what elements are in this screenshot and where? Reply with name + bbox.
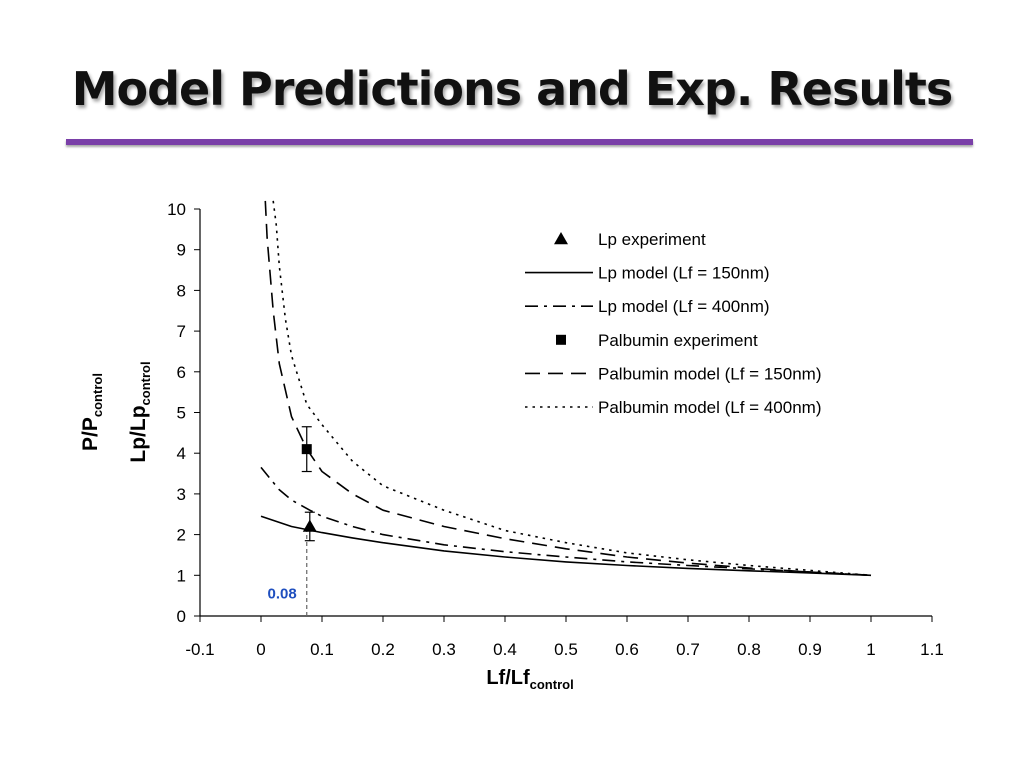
y-tick-label: 0 <box>177 607 186 626</box>
y-axis-title-2: Lp/Lpcontrol <box>127 361 153 463</box>
legend-label-1: Lp experiment <box>598 230 706 249</box>
x-tick-label: 0.2 <box>371 640 395 659</box>
series-line-3 <box>260 466 872 577</box>
legend-label-3: Lp model (Lf = 400nm) <box>598 297 770 316</box>
x-tick-label: 0.9 <box>798 640 822 659</box>
x-tick-label: 0.1 <box>310 640 334 659</box>
legend-label-6: Palbumin model (Lf = 400nm) <box>598 398 821 417</box>
annotation-label: 0.08 <box>268 586 297 603</box>
y-tick-label: 3 <box>177 485 186 504</box>
y-tick-label: 5 <box>177 404 186 423</box>
legend-label-4: Palbumin experiment <box>598 331 758 350</box>
series-line-6 <box>272 200 872 577</box>
x-tick-label: 0.5 <box>554 640 578 659</box>
y-tick-label: 4 <box>177 444 186 463</box>
legend-label-2: Lp model (Lf = 150nm) <box>598 264 770 283</box>
chart-legend: Lp experiment Lp model (Lf = 150nm) Lp mod… <box>525 230 821 417</box>
series-line-5 <box>264 200 872 577</box>
x-tick-label: 0.3 <box>432 640 456 659</box>
y-tick-label: 10 <box>167 200 186 219</box>
x-axis-title: Lf/Lfcontrol <box>486 667 574 692</box>
y-tick-label: 8 <box>177 281 186 300</box>
x-tick-label: 0.8 <box>737 640 761 659</box>
x-tick-label: 1 <box>866 640 875 659</box>
y-tick-label: 2 <box>177 526 186 545</box>
x-tick-label: 0.6 <box>615 640 639 659</box>
y-tick-label: 1 <box>177 566 186 585</box>
legend-swatch-4 <box>556 334 566 345</box>
series-line-2 <box>260 515 872 577</box>
y-axis-title-1: P/Pcontrol <box>79 373 105 451</box>
x-tick-label: 0.4 <box>493 640 517 659</box>
title-underline <box>66 139 973 145</box>
x-tick-label: 0.7 <box>676 640 700 659</box>
legend-label-5: Palbumin model (Lf = 150nm) <box>598 364 821 383</box>
x-tick-label: 1.1 <box>920 640 944 659</box>
legend-swatch-1 <box>554 232 568 245</box>
chart-axes: 0 1 2 3 4 5 6 7 8 9 10 -0.1 0 0.1 0.2 0.3 0.4 0.5 0.6 0.7 0.… <box>167 200 944 659</box>
y-tick-label: 7 <box>177 322 186 341</box>
slide-title: Model Predictions and Exp. Results <box>71 62 953 116</box>
x-tick-label: -0.1 <box>185 640 214 659</box>
y-tick-label: 9 <box>177 241 186 260</box>
x-tick-label: 0 <box>256 640 265 659</box>
y-tick-label: 6 <box>177 363 186 382</box>
chart-series: 0.08 <box>260 200 872 616</box>
